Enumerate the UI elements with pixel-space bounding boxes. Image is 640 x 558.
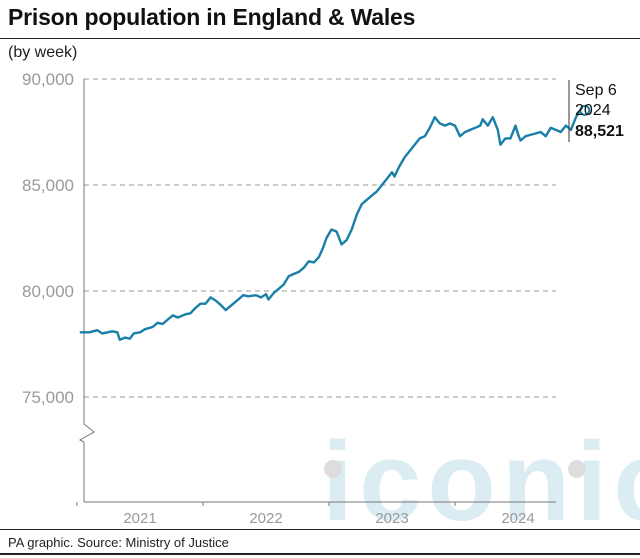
series-line xyxy=(79,107,586,341)
series-group xyxy=(79,107,586,341)
y-tick-label: 80,000 xyxy=(22,282,74,301)
annotation-year: 2024 xyxy=(575,102,611,119)
chart-subtitle: (by week) xyxy=(8,44,78,61)
annotation-date: Sep 6 xyxy=(575,82,617,99)
y-tick-label: 90,000 xyxy=(22,70,74,89)
chart-title: Prison population in England & Wales xyxy=(8,4,416,30)
grid-lines xyxy=(84,78,556,398)
x-tick-label: 2023 xyxy=(375,510,408,527)
footer-rule xyxy=(0,529,640,530)
x-tick-label: 2022 xyxy=(249,510,282,527)
iconic-watermark: iconic xyxy=(322,419,640,530)
watermark-dot-left xyxy=(324,460,342,478)
x-tick-labels: 2021 2022 2023 2024 xyxy=(76,502,535,527)
watermark-dot-right xyxy=(568,460,586,478)
line-chart: iconic 75,000 80,000 85,000 90,000 2021 2022… xyxy=(22,70,640,530)
x-tick-label: 2021 xyxy=(123,510,156,527)
x-tick-label: 2024 xyxy=(501,510,534,527)
source-note: PA graphic. Source: Ministry of Justice xyxy=(8,535,229,550)
axes xyxy=(78,79,556,503)
y-axis-break xyxy=(78,423,95,443)
y-tick-labels: 75,000 80,000 85,000 90,000 xyxy=(22,70,74,407)
y-tick-label: 75,000 xyxy=(22,388,74,407)
watermark-text: iconic xyxy=(322,419,640,530)
annotation-value: 88,521 xyxy=(575,123,624,140)
latest-value-annotation: Sep 6 2024 88,521 xyxy=(568,80,624,142)
title-rule xyxy=(0,38,640,39)
y-tick-label: 85,000 xyxy=(22,176,74,195)
latest-point-marker xyxy=(579,104,591,116)
bottom-rule xyxy=(0,553,640,555)
